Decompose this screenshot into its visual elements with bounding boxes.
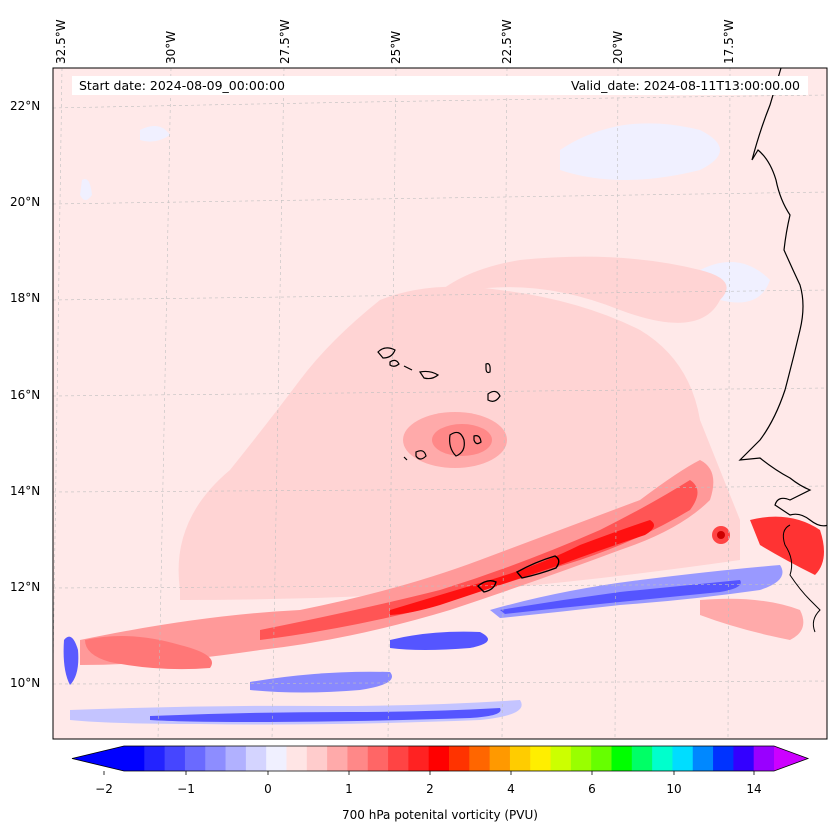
pv-negative-west-spot bbox=[63, 636, 79, 685]
colorbar-swatch bbox=[570, 746, 592, 771]
pv-negative-band-2 bbox=[390, 631, 488, 650]
colorbar-swatch bbox=[652, 746, 673, 771]
colorbar bbox=[71, 745, 810, 775]
colorbar-swatch bbox=[753, 746, 775, 771]
colorbar-swatch bbox=[245, 746, 267, 771]
pv-negative-south-east bbox=[700, 598, 804, 640]
colorbar-swatch bbox=[286, 746, 308, 771]
colorbar-tick-1: 1 bbox=[345, 782, 353, 796]
colorbar-tick-neg1: −1 bbox=[177, 782, 195, 796]
colorbar-tick-14: 14 bbox=[746, 782, 762, 796]
colorbar-swatch bbox=[530, 746, 552, 771]
lon-label-20w: 20°W bbox=[611, 30, 625, 64]
colorbar-swatch bbox=[144, 746, 166, 771]
colorbar-swatch bbox=[713, 746, 734, 771]
cape-verde-islands bbox=[377, 347, 501, 461]
colorbar-swatch bbox=[611, 746, 633, 771]
lon-label-30w: 30°W bbox=[164, 30, 178, 64]
colorbar-swatch bbox=[388, 746, 409, 771]
lat-label-22n: 22°N bbox=[10, 99, 41, 113]
pv-negative-patch-north bbox=[560, 123, 720, 180]
colorbar-swatch bbox=[631, 746, 653, 771]
colorbar-swatch bbox=[266, 746, 287, 771]
colorbar-swatch bbox=[225, 746, 247, 771]
lon-label-22-5w: 22.5°W bbox=[500, 19, 514, 64]
colorbar-swatch bbox=[164, 746, 186, 771]
africa-coastline bbox=[738, 68, 827, 527]
colorbar-swatch bbox=[408, 746, 430, 771]
pv-negative-band-1-core bbox=[500, 580, 741, 614]
pv-west-patch bbox=[85, 636, 212, 670]
colorbar-swatch bbox=[428, 746, 450, 771]
start-date-text: Start date: 2024-08-09_00:00:00 bbox=[79, 78, 285, 93]
colorbar-tick-10: 10 bbox=[666, 782, 682, 796]
pv-island-max-inner bbox=[432, 424, 492, 456]
lat-label-10n: 10°N bbox=[10, 676, 41, 690]
lat-label-12n: 12°N bbox=[10, 580, 41, 594]
pv-negative-band-3 bbox=[250, 671, 392, 693]
pv-positive-broad-2 bbox=[430, 256, 727, 323]
colorbar-tick-neg2: −2 bbox=[95, 782, 113, 796]
pv-band-core bbox=[390, 520, 654, 615]
colorbar-tick-4: 4 bbox=[507, 782, 515, 796]
colorbar-tick-0: 0 bbox=[264, 782, 272, 796]
pv-negative-band-4-core bbox=[150, 708, 501, 722]
lat-label-16n: 16°N bbox=[10, 388, 41, 402]
lon-label-27-5w: 27.5°W bbox=[278, 19, 292, 64]
colorbar-swatch bbox=[306, 746, 328, 771]
lon-label-32-5w: 32.5°W bbox=[54, 19, 68, 64]
colorbar-swatch bbox=[591, 746, 612, 771]
lat-label-18n: 18°N bbox=[10, 291, 41, 305]
valid-date-text: Valid_date: 2024-08-11T13:00:00.00 bbox=[570, 78, 800, 93]
colorbar-swatch bbox=[205, 746, 227, 771]
colorbar-title: 700 hPa potenital vorticity (PVU) bbox=[342, 808, 538, 822]
lat-label-14n: 14°N bbox=[10, 484, 41, 498]
colorbar-swatch bbox=[347, 746, 369, 771]
pv-contour-lines bbox=[476, 555, 560, 593]
colorbar-swatch bbox=[672, 746, 694, 771]
colorbar-swatch bbox=[489, 746, 511, 771]
lon-label-25w: 25°W bbox=[389, 30, 403, 64]
colorbar-swatch bbox=[184, 746, 206, 771]
pv-negative-patch-west bbox=[80, 179, 92, 200]
lat-label-20n: 20°N bbox=[10, 195, 41, 209]
colorbar-swatch bbox=[469, 746, 491, 771]
colorbar-swatch bbox=[550, 746, 572, 771]
pv-negative-patch-nw bbox=[140, 126, 170, 142]
colorbar-swatch bbox=[449, 746, 470, 771]
pv-east-patch bbox=[750, 516, 824, 575]
colorbar-tick-2: 2 bbox=[426, 782, 434, 796]
colorbar-outline bbox=[71, 745, 810, 772]
colorbar-swatch bbox=[327, 746, 348, 771]
graticule bbox=[53, 68, 827, 739]
colorbar-swatch bbox=[692, 746, 714, 771]
colorbar-under-arrow bbox=[72, 746, 124, 771]
pv-east-spot-core bbox=[717, 531, 725, 539]
pv-band-mid bbox=[260, 480, 698, 640]
gambia-senegal-coast bbox=[782, 524, 821, 633]
colorbar-swatch bbox=[509, 746, 531, 771]
map-frame bbox=[52, 67, 828, 740]
colorbar-over-arrow bbox=[774, 746, 808, 771]
colorbar-swatch bbox=[733, 746, 755, 771]
date-info-bar: Start date: 2024-08-09_00:00:00 Valid_da… bbox=[72, 76, 808, 95]
colorbar-swatch bbox=[124, 746, 145, 771]
colorbar-tick-6: 6 bbox=[588, 782, 596, 796]
colorbar-swatch bbox=[367, 746, 389, 771]
lon-label-17-5w: 17.5°W bbox=[722, 19, 736, 64]
